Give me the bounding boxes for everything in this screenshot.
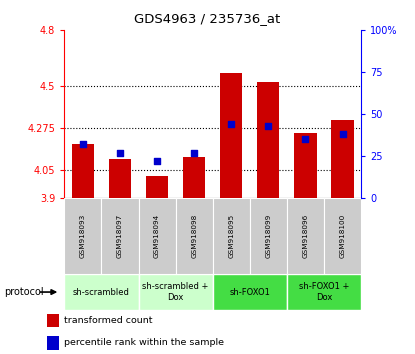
Text: protocol: protocol (4, 287, 44, 297)
Text: sh-FOXO1 +
Dox: sh-FOXO1 + Dox (299, 282, 349, 302)
Point (80, 142, 86, 147)
Text: GSM918098: GSM918098 (191, 214, 197, 258)
Text: GSM918095: GSM918095 (228, 214, 234, 258)
Text: GSM918093: GSM918093 (80, 214, 86, 258)
Bar (176, 198, 213, 274)
Text: transformed count: transformed count (64, 316, 152, 325)
Bar (146, 176, 168, 198)
Point (302, 137, 309, 142)
Bar (294, 133, 317, 198)
Bar (287, 274, 361, 310)
Point (191, 150, 198, 156)
Bar (101, 198, 139, 274)
Bar (139, 274, 213, 310)
Bar (220, 73, 242, 198)
Text: GSM918094: GSM918094 (154, 214, 160, 258)
Point (117, 150, 123, 156)
Text: GSM918100: GSM918100 (339, 214, 346, 258)
Bar (64, 274, 139, 310)
Bar (183, 157, 205, 198)
Point (265, 123, 272, 129)
Bar (213, 198, 250, 274)
Bar (47, 314, 59, 327)
Bar (109, 159, 131, 198)
Text: sh-scrambled: sh-scrambled (73, 287, 130, 297)
Bar (72, 144, 94, 198)
Point (228, 121, 234, 127)
Text: sh-FOXO1: sh-FOXO1 (229, 287, 270, 297)
Point (154, 158, 160, 164)
Bar (287, 198, 324, 274)
Bar (64, 198, 101, 274)
Bar (324, 198, 361, 274)
Text: GSM918096: GSM918096 (303, 214, 308, 258)
Bar (213, 274, 287, 310)
Bar (332, 120, 354, 198)
Bar (257, 82, 279, 198)
Point (339, 131, 346, 137)
Text: sh-scrambled +
Dox: sh-scrambled + Dox (142, 282, 209, 302)
Bar (250, 198, 287, 274)
Text: GDS4963 / 235736_at: GDS4963 / 235736_at (134, 12, 281, 25)
Text: GSM918099: GSM918099 (265, 214, 271, 258)
Text: percentile rank within the sample: percentile rank within the sample (64, 338, 224, 347)
Bar (139, 198, 176, 274)
Bar (47, 336, 59, 350)
Text: GSM918097: GSM918097 (117, 214, 123, 258)
